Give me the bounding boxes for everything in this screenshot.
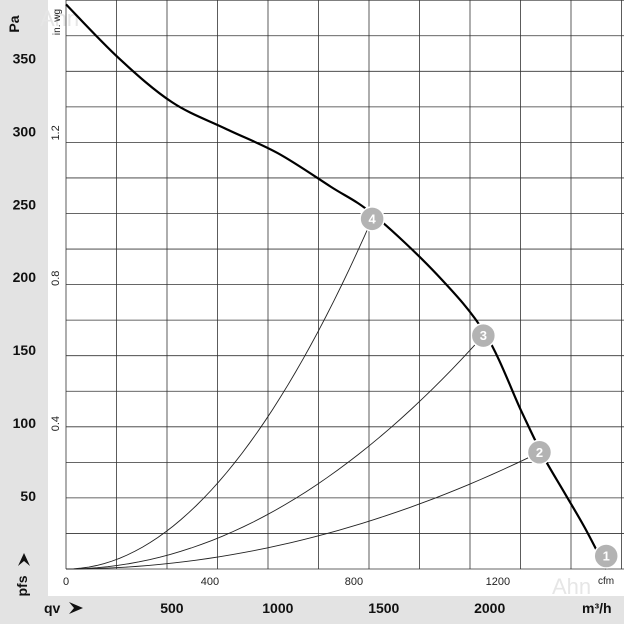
cfm-tick: 800 (345, 576, 363, 588)
operating-point-label-3: 3 (480, 328, 487, 343)
cfm-tick-labels: 0 400 800 1200 (63, 576, 510, 588)
m3h-tick: 1000 (262, 600, 293, 616)
inwg-tick: 0.4 (50, 416, 62, 431)
x-axis-unit-m3h: m³/h (582, 600, 612, 616)
y-axis-label-pfs: pfs (14, 575, 30, 596)
pa-tick: 200 (13, 269, 37, 285)
pa-tick-labels: 50 100 150 200 250 300 350 (13, 50, 37, 504)
system-curve-2 (65, 451, 540, 570)
bottom-axis-band (0, 596, 624, 624)
pa-tick: 350 (13, 50, 37, 66)
pa-tick: 50 (20, 488, 36, 504)
pa-tick: 100 (13, 415, 37, 431)
fan-curve-series (65, 3, 608, 570)
m3h-tick: 2000 (474, 600, 505, 616)
operating-point-label-2: 2 (536, 445, 543, 460)
m3h-tick-labels: 500 1000 1500 2000 (160, 600, 505, 616)
operating-point-marker-2 (526, 439, 553, 466)
y-axis-arrow-icon (18, 553, 30, 566)
pa-tick: 300 (13, 123, 37, 139)
m3h-tick: 500 (160, 600, 184, 616)
cfm-tick: 0 (63, 576, 69, 588)
system-curve-4 (65, 218, 373, 570)
m3h-tick: 1500 (368, 600, 399, 616)
y-axis-unit-pa: Pa (6, 15, 22, 32)
x-axis-arrow-icon (69, 602, 83, 614)
watermark-bottom: Ahn (552, 574, 591, 599)
grid (65, 0, 624, 570)
operating-point-marker-1 (593, 543, 619, 569)
operating-point-label-4: 4 (368, 211, 376, 226)
left-axis-band (0, 0, 48, 624)
inwg-tick-labels: 0.4 0.8 1.2 (50, 125, 62, 431)
operating-point-marker-4 (359, 206, 385, 232)
y-axis-unit-inwg: in. wg (52, 9, 63, 35)
inwg-tick: 0.8 (50, 271, 62, 286)
system-curve-3 (65, 335, 484, 570)
operating-point-markers: 1 2 3 4 (359, 206, 619, 569)
operating-point-marker-3 (470, 322, 497, 349)
cfm-tick: 400 (201, 576, 219, 588)
inwg-tick: 1.2 (50, 125, 62, 140)
pa-tick: 250 (13, 196, 37, 212)
x-axis-label-qv: qv (44, 600, 61, 616)
operating-point-label-1: 1 (603, 549, 610, 564)
system-curves (65, 218, 540, 570)
cfm-tick: 1200 (486, 576, 510, 588)
pa-tick: 150 (13, 342, 37, 358)
x-axis-unit-cfm: cfm (598, 576, 614, 587)
